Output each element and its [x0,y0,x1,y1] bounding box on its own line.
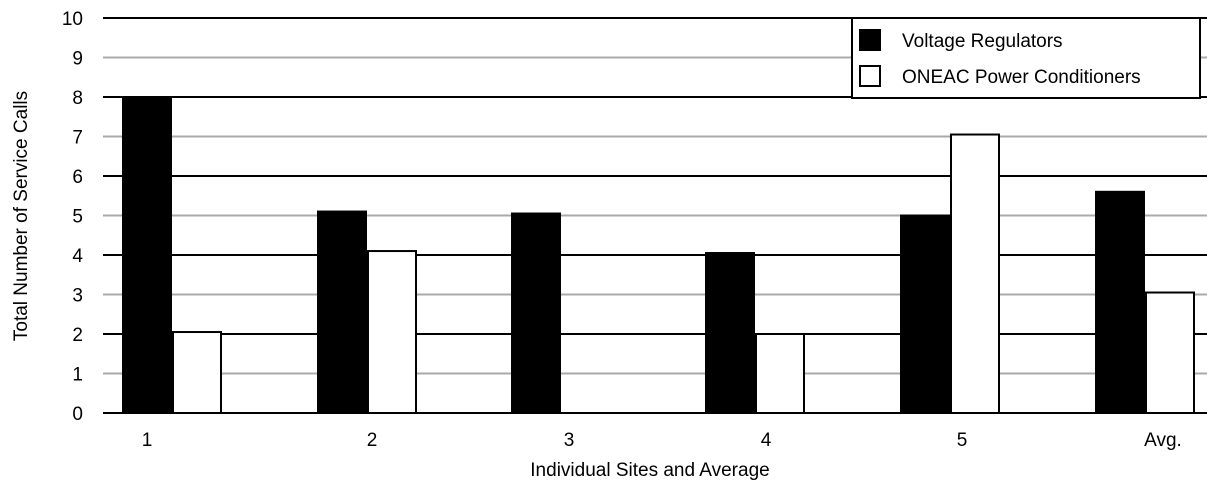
legend-swatch-oneac-power-conditioners [859,65,881,87]
y-tick-label: 4 [72,246,83,267]
y-tick-label: 1 [72,365,83,386]
legend-label-voltage-regulators: Voltage Regulators [902,31,1063,52]
x-tick-labels: 1 2 3 4 5 Avg. [142,430,1182,451]
y-tick-label: 7 [72,128,83,149]
bar-oneac-power-conditioners [755,333,805,414]
legend: Voltage Regulators ONEAC Power Condition… [851,17,1201,99]
bar-voltage-regulators [900,214,950,414]
y-tick-label: 10 [62,9,83,30]
bar-voltage-regulators [705,252,755,414]
bar-voltage-regulators [511,212,561,414]
x-tick-label: Avg. [1144,430,1182,451]
y-tick-label: 0 [72,404,83,425]
bar-oneac-power-conditioners [1145,291,1195,414]
x-tick-label: 3 [564,430,575,451]
bar-voltage-regulators [317,210,367,414]
x-tick-label: 1 [142,430,153,451]
bar-oneac-power-conditioners [950,133,1000,414]
legend-box [851,17,1201,99]
bar-voltage-regulators [122,96,172,414]
legend-label-oneac-power-conditioners: ONEAC Power Conditioners [902,67,1141,88]
y-axis-title: Total Number of Service Calls [11,91,32,341]
x-tick-label: 4 [761,430,772,451]
y-tick-labels: 0 1 2 3 4 5 6 7 8 9 10 [62,9,84,425]
y-tick-label: 8 [72,88,83,109]
x-axis-title: Individual Sites and Average [530,460,769,481]
bar-oneac-power-conditioners [172,331,222,414]
bar-voltage-regulators [1095,190,1145,414]
y-tick-label: 5 [72,207,83,228]
y-tick-label: 9 [72,49,83,70]
y-tick-label: 6 [72,167,83,188]
bar-oneac-power-conditioners [367,250,417,414]
y-tick-label: 2 [72,325,83,346]
legend-swatch-voltage-regulators [859,29,881,51]
x-tick-label: 2 [367,430,378,451]
x-tick-label: 5 [957,430,968,451]
y-tick-label: 3 [72,286,83,307]
